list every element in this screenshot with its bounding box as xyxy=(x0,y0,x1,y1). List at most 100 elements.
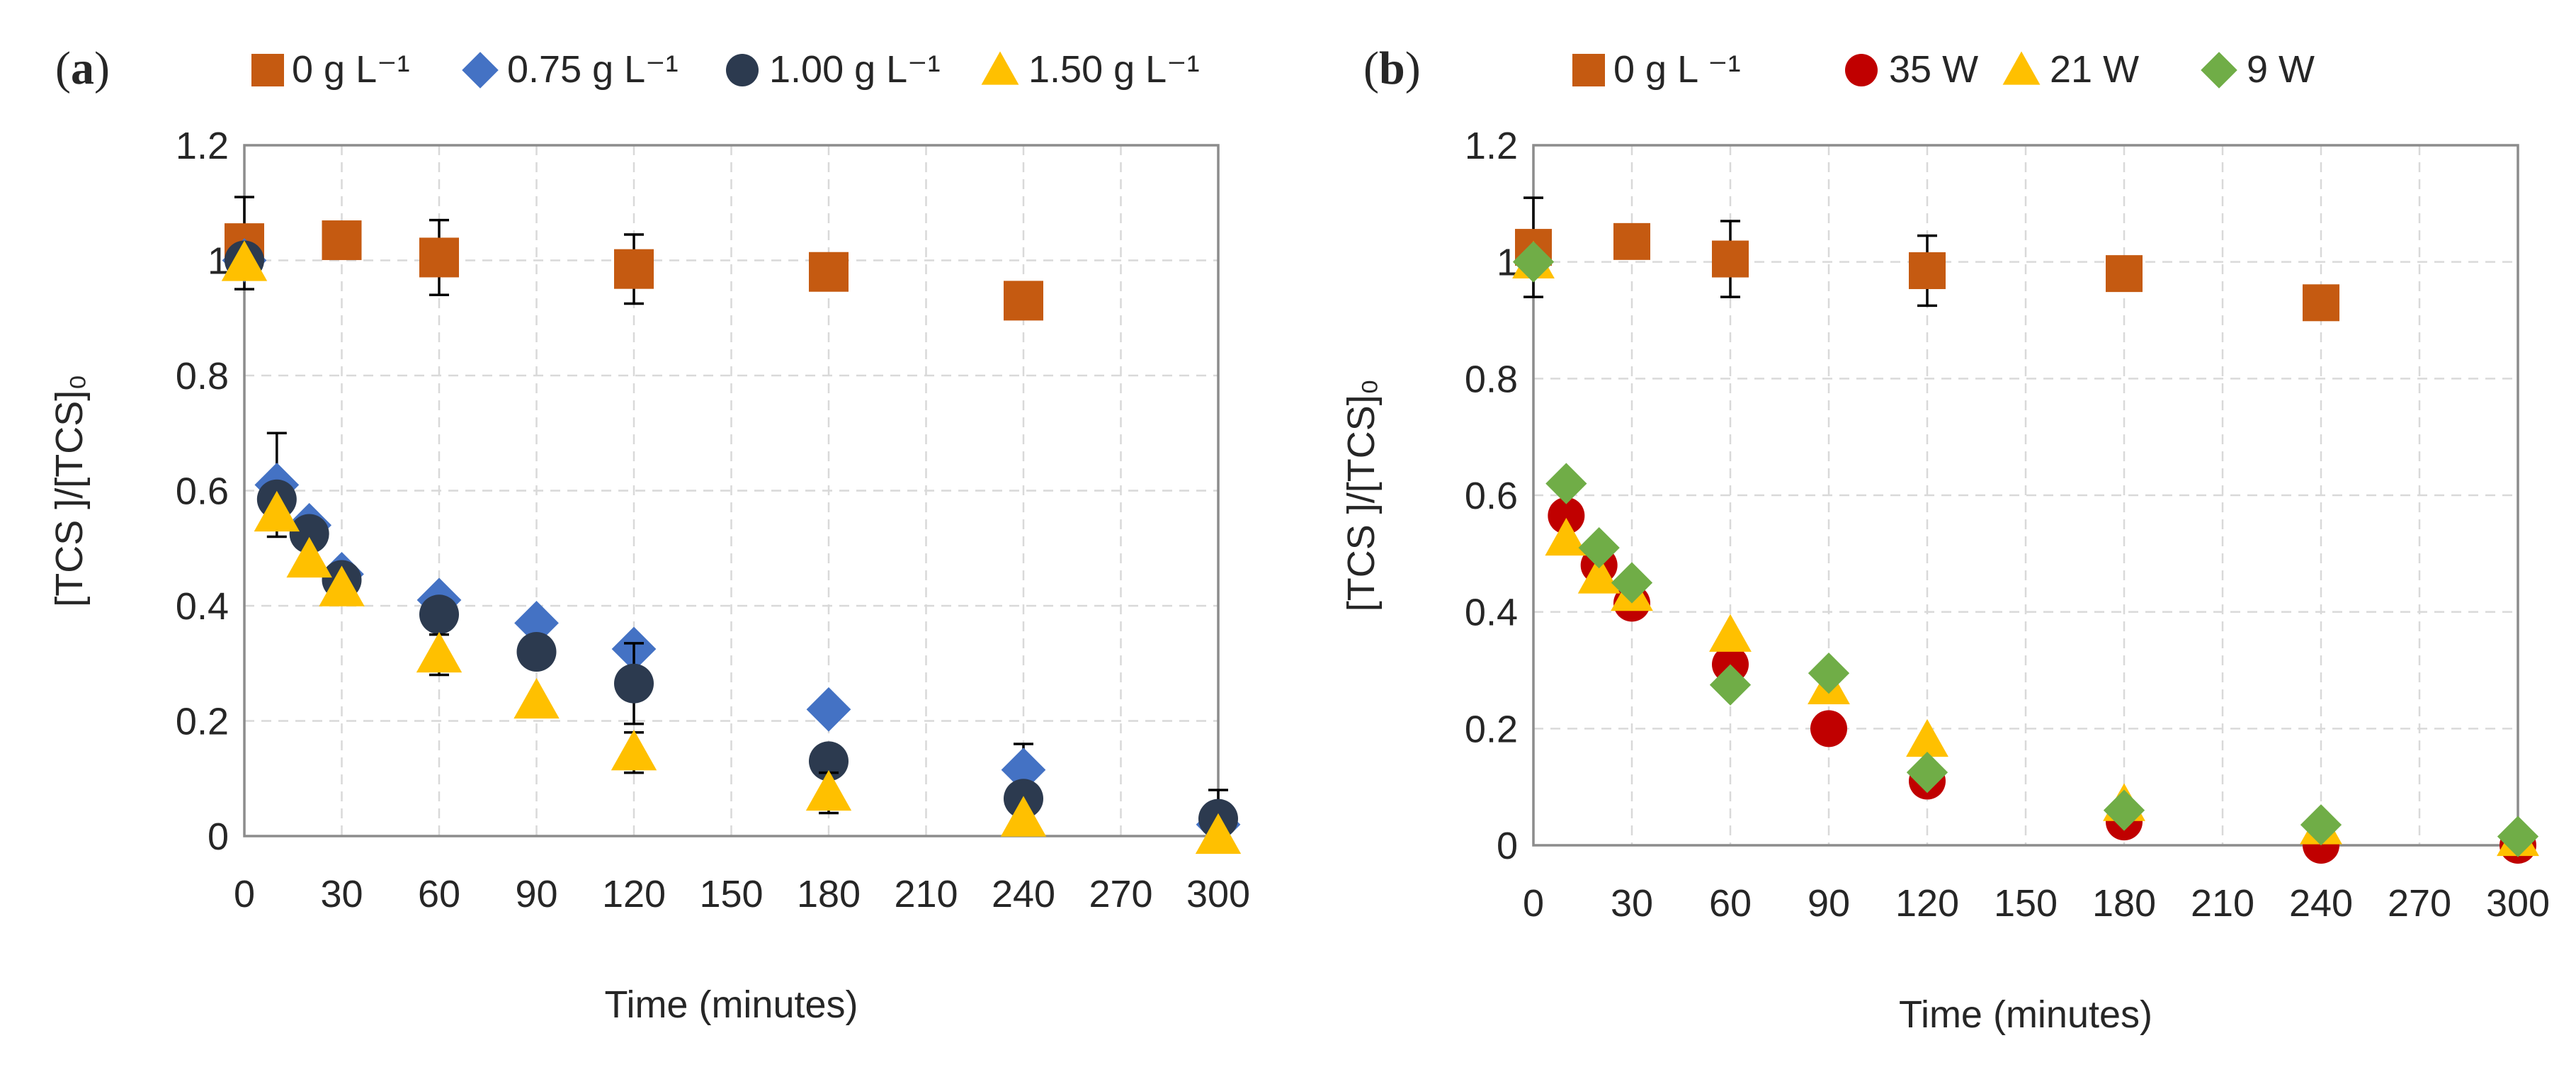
legend-label: 0.75 g L⁻¹ xyxy=(507,48,679,91)
data-point xyxy=(1906,718,1948,757)
x-tick-label: 90 xyxy=(1808,882,1850,925)
legend-label: 21 W xyxy=(2050,48,2139,91)
data-point xyxy=(1909,252,1946,290)
y-tick-label: 0.8 xyxy=(1465,358,1518,400)
data-point xyxy=(2303,284,2339,322)
data-point xyxy=(289,514,329,554)
data-point xyxy=(614,249,654,289)
y-axis-title: [TCS ]/[TCS]₀ xyxy=(48,374,91,606)
x-tick-label: 0 xyxy=(234,873,255,915)
legend-item: 1.00 g L⁻¹ xyxy=(726,48,941,91)
legend-item: 35 W xyxy=(1845,48,1978,91)
y-tick-label: 0.4 xyxy=(1465,592,1518,634)
data-point xyxy=(419,594,459,635)
legend: 0 g L⁻¹ 0.75 g L⁻¹ 1.00 g L⁻¹ 1.50 g L⁻¹ xyxy=(251,48,1200,91)
data-point xyxy=(2300,804,2342,846)
x-axis-title: Time (minutes) xyxy=(604,983,858,1026)
x-tick-label: 150 xyxy=(699,873,763,915)
data-point xyxy=(1810,710,1847,747)
data-point xyxy=(2106,255,2143,293)
data-point xyxy=(1545,517,1588,556)
y-tick-label: 1.2 xyxy=(176,125,229,167)
legend-square-marker xyxy=(1572,54,1605,86)
legend-circle-marker xyxy=(1845,54,1878,86)
data-point xyxy=(516,632,557,672)
x-tick-label: 210 xyxy=(894,873,958,915)
legend-label: 0 g L ⁻¹ xyxy=(1613,48,1741,91)
plot-frame xyxy=(243,144,1220,837)
legend-triangle-marker xyxy=(981,51,1019,85)
data-point xyxy=(322,220,362,261)
x-tick-label: 30 xyxy=(320,873,363,915)
x-tick-label: 270 xyxy=(1089,873,1152,915)
data-point xyxy=(419,237,459,278)
data-point xyxy=(1613,222,1650,260)
x-tick-label: 240 xyxy=(2289,882,2353,925)
x-tick-label: 120 xyxy=(1895,882,1959,925)
data-point xyxy=(611,729,657,771)
data-point xyxy=(514,677,560,719)
data-point xyxy=(1712,240,1749,278)
series-3 xyxy=(221,240,1242,854)
y-tick-label: 0.4 xyxy=(176,585,229,628)
legend-item: 0 g L⁻¹ xyxy=(251,48,410,91)
series-1 xyxy=(1548,497,2536,864)
y-tick-label: 0.8 xyxy=(176,355,229,397)
x-tick-label: 270 xyxy=(2388,882,2451,925)
data-point xyxy=(2497,816,2539,857)
series-0 xyxy=(1515,196,2339,322)
series-0 xyxy=(225,196,1043,321)
series-3 xyxy=(1512,241,2539,857)
x-tick-label: 180 xyxy=(2092,882,2156,925)
y-tick-label: 0.6 xyxy=(176,470,229,513)
legend-item: 1.50 g L⁻¹ xyxy=(981,48,1200,91)
legend-item: 0 g L ⁻¹ xyxy=(1572,48,1741,91)
data-point xyxy=(254,490,300,532)
legend-circle-marker xyxy=(726,54,759,86)
data-point xyxy=(1195,813,1242,854)
gridlines xyxy=(1533,145,2518,845)
data-point xyxy=(1709,664,1752,706)
panel-label: (b) xyxy=(1363,43,1421,94)
data-point xyxy=(1548,497,1585,534)
x-tick-label: 240 xyxy=(992,873,1055,915)
legend-label: 9 W xyxy=(2247,48,2315,91)
y-tick-label: 0 xyxy=(1497,825,1518,867)
data-point xyxy=(286,536,332,578)
data-point xyxy=(1000,796,1047,837)
data-point xyxy=(1906,751,1948,794)
data-point xyxy=(1004,281,1043,321)
data-series-group xyxy=(221,196,1242,854)
legend-square-marker xyxy=(251,54,284,86)
legend-diamond-marker xyxy=(462,52,499,89)
x-tick-label: 30 xyxy=(1611,882,1653,925)
data-point xyxy=(1578,526,1620,569)
panel-b: (b)00.20.40.60.811.20 30 60 90 120 150 180 210 2… xyxy=(1340,43,2550,1036)
data-point xyxy=(614,663,654,704)
x-tick-label: 60 xyxy=(418,873,460,915)
data-point xyxy=(809,741,849,782)
legend-item: 21 W xyxy=(2002,48,2139,91)
data-series-group xyxy=(1512,196,2539,864)
panel-letter: a xyxy=(71,43,94,94)
x-tick-label: 60 xyxy=(1709,882,1752,925)
y-tick-label: 0.2 xyxy=(1465,708,1518,750)
legend-label: 0 g L⁻¹ xyxy=(292,48,410,91)
data-point xyxy=(1577,555,1621,594)
data-point xyxy=(809,252,849,292)
x-axis-title: Time (minutes) xyxy=(1899,993,2152,1036)
x-tick-label: 90 xyxy=(515,873,557,915)
data-point xyxy=(319,565,365,606)
y-tick-label: 0.6 xyxy=(1465,475,1518,517)
data-point xyxy=(805,769,852,811)
legend-diamond-marker xyxy=(2201,52,2237,89)
legend-item: 9 W xyxy=(2201,48,2315,91)
data-point xyxy=(1709,614,1752,652)
x-tick-label: 300 xyxy=(2486,882,2550,925)
data-point xyxy=(1808,652,1850,694)
data-point xyxy=(1001,747,1046,792)
legend-item: 0.75 g L⁻¹ xyxy=(462,48,679,91)
y-tick-label: 0.2 xyxy=(176,701,229,743)
